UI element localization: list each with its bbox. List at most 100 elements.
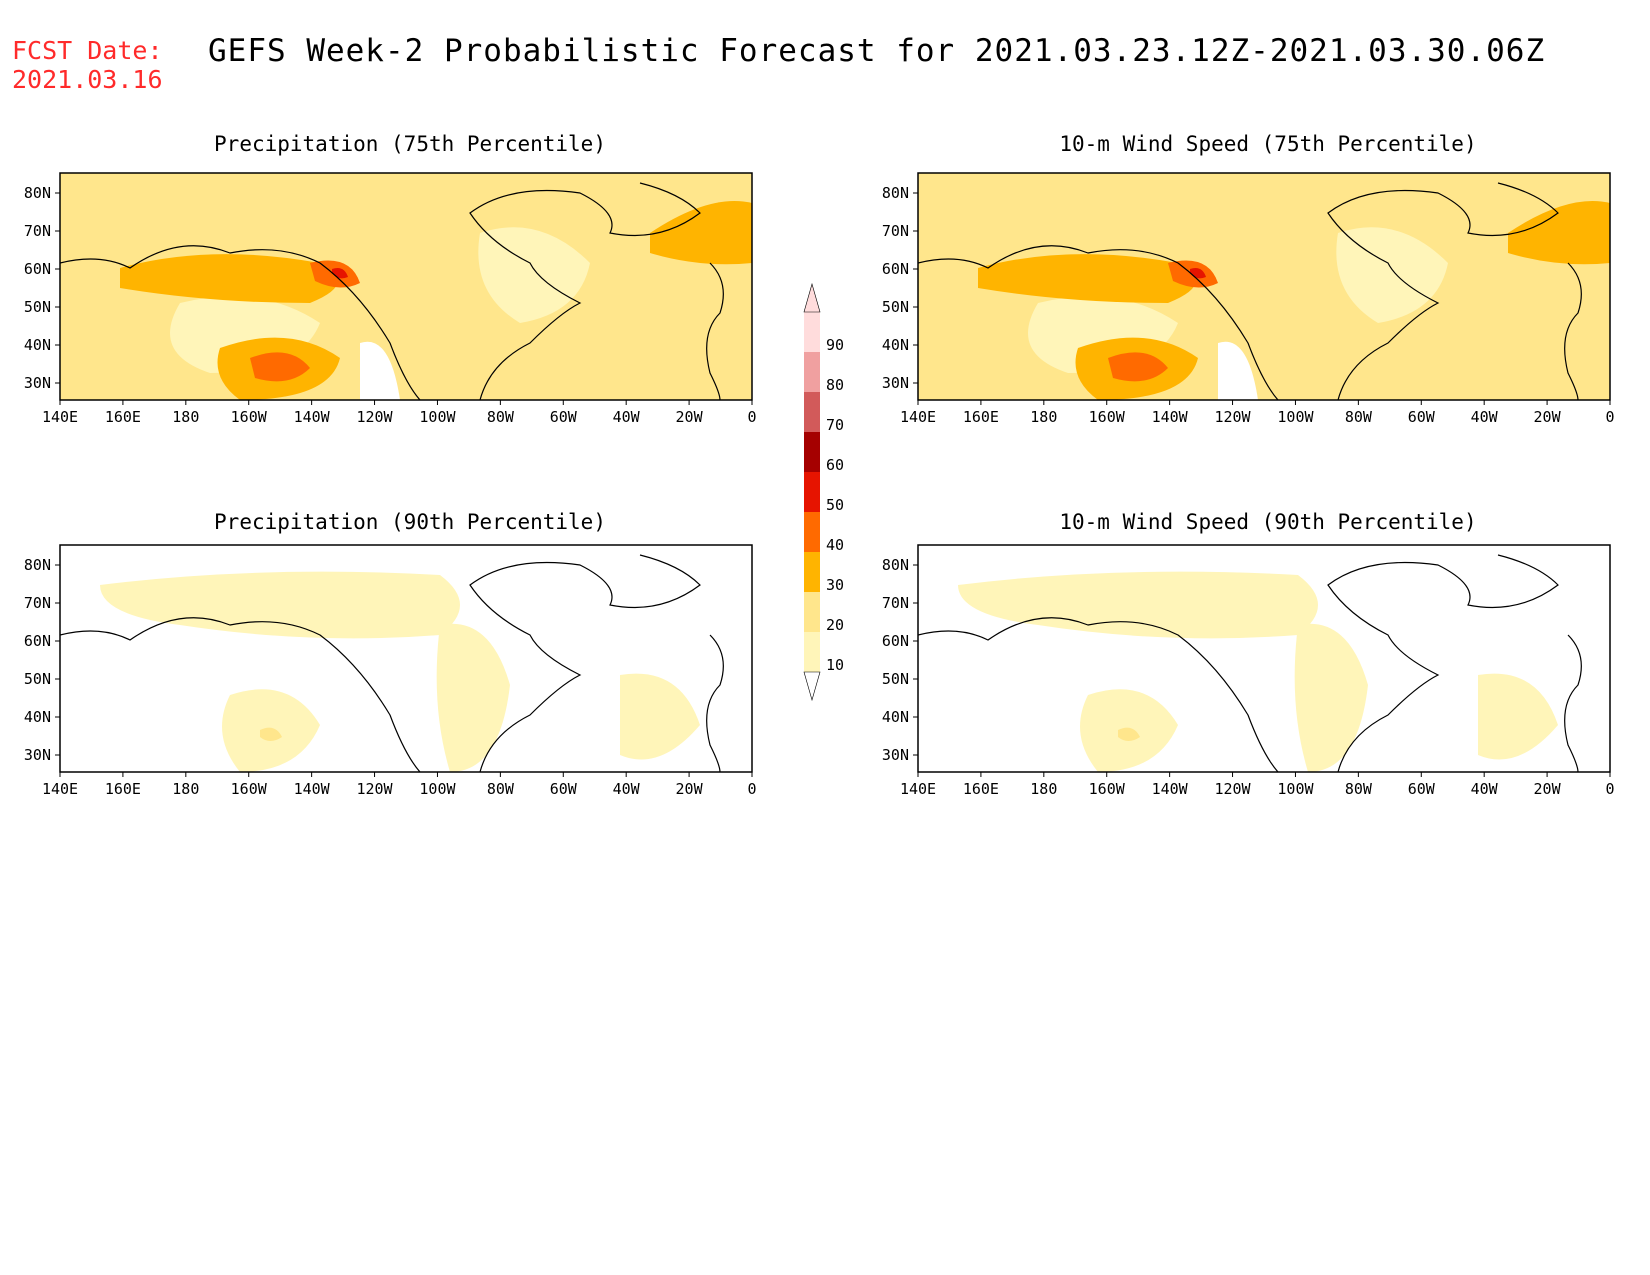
lon-tick-label: 140W <box>294 408 331 426</box>
coastline <box>918 182 1582 400</box>
lon-tick-label: 140W <box>1152 408 1189 426</box>
colorbar-swatch <box>804 312 820 352</box>
contour-region <box>1508 201 1610 265</box>
contour-region <box>360 341 400 400</box>
lon-tick-label: 60W <box>1408 408 1436 426</box>
lat-tick-label: 80N <box>24 556 51 574</box>
lon-tick-label: 120W <box>356 408 393 426</box>
lat-tick-label: 30N <box>24 746 51 764</box>
lon-tick-label: 140E <box>42 408 78 426</box>
lon-tick-label: 60W <box>550 408 578 426</box>
lon-tick-label: 40W <box>613 408 641 426</box>
colorbar-label: 60 <box>826 456 844 474</box>
lat-tick-label: 60N <box>882 260 909 278</box>
colorbar-swatch <box>804 632 820 672</box>
lon-tick-label: 160W <box>231 408 268 426</box>
coastline <box>918 554 1582 772</box>
contour-region <box>1218 341 1258 400</box>
colorbar-swatch <box>804 432 820 472</box>
coastline <box>60 182 724 400</box>
colorbar-swatch <box>804 472 820 512</box>
lon-tick-label: 100W <box>1277 780 1314 798</box>
lat-tick-label: 80N <box>24 184 51 202</box>
coastline <box>60 554 724 772</box>
lat-tick-label: 40N <box>24 708 51 726</box>
map-frame <box>59 172 753 401</box>
map-frame <box>917 172 1611 401</box>
lat-tick-label: 80N <box>882 556 909 574</box>
lon-tick-label: 140W <box>1152 780 1189 798</box>
lat-tick-label: 80N <box>882 184 909 202</box>
colorbar-label: 70 <box>826 416 844 434</box>
lon-tick-label: 20W <box>676 780 704 798</box>
lon-tick-label: 140E <box>900 408 936 426</box>
colorbar-bottom-arrow <box>803 671 821 702</box>
lat-tick-label: 30N <box>882 374 909 392</box>
lon-tick-label: 0 <box>747 780 756 798</box>
colorbar-label: 30 <box>826 576 844 594</box>
colorbar-swatch <box>804 592 820 632</box>
lon-tick-label: 180 <box>1030 780 1057 798</box>
lon-tick-label: 140W <box>294 780 331 798</box>
lon-tick-label: 120W <box>1214 408 1251 426</box>
forecast-date-label: FCST Date: <box>12 36 163 65</box>
colorbar-label: 50 <box>826 496 844 514</box>
contour-region <box>650 201 752 265</box>
colorbar-swatch <box>804 392 820 432</box>
lon-tick-label: 40W <box>1471 408 1499 426</box>
panel-title-precip-75: Precipitation (75th Percentile) <box>214 132 606 156</box>
lon-tick-label: 160E <box>963 780 999 798</box>
lon-tick-label: 120W <box>1214 780 1251 798</box>
lat-tick-label: 60N <box>882 632 909 650</box>
contour-region <box>436 623 510 772</box>
contour-region <box>1336 227 1448 323</box>
lon-tick-label: 160E <box>105 780 141 798</box>
colorbar-swatch <box>804 552 820 592</box>
lat-tick-label: 50N <box>882 298 909 316</box>
lon-tick-label: 80W <box>1345 408 1373 426</box>
contour-region <box>978 254 1196 303</box>
colorbar-swatch <box>804 512 820 552</box>
lon-tick-label: 0 <box>1605 780 1614 798</box>
lon-tick-label: 100W <box>1277 408 1314 426</box>
lon-tick-label: 160E <box>963 408 999 426</box>
colorbar: 10 20 30 40 50 60 70 80 90 <box>803 282 844 702</box>
lon-tick-label: 100W <box>419 408 456 426</box>
contour-region <box>1118 727 1140 741</box>
lat-tick-label: 50N <box>882 670 909 688</box>
contour-region <box>120 254 338 303</box>
lon-tick-label: 20W <box>1534 780 1562 798</box>
lon-tick-label: 60W <box>550 780 578 798</box>
lon-tick-label: 160W <box>231 780 268 798</box>
colorbar-label: 80 <box>826 376 844 394</box>
map-frame <box>917 544 1611 773</box>
lat-tick-label: 40N <box>882 708 909 726</box>
lat-tick-label: 70N <box>882 222 909 240</box>
lon-tick-label: 0 <box>1605 408 1614 426</box>
lat-tick-label: 60N <box>24 260 51 278</box>
lat-tick-label: 30N <box>882 746 909 764</box>
contour-region <box>1108 352 1168 382</box>
contour-region <box>250 352 310 382</box>
map-precip-75: 140E 160E 180 160W 140W 120W 100W 80W 60W 40W 20W 0… <box>24 172 757 426</box>
colorbar-label: 20 <box>826 616 844 634</box>
lon-tick-label: 180 <box>172 780 199 798</box>
lat-tick-label: 30N <box>24 374 51 392</box>
lat-tick-label: 60N <box>24 632 51 650</box>
lon-tick-label: 80W <box>1345 780 1373 798</box>
lon-tick-label: 160W <box>1089 408 1126 426</box>
lon-tick-label: 140E <box>42 780 78 798</box>
lon-tick-label: 120W <box>356 780 393 798</box>
lon-tick-label: 20W <box>676 408 704 426</box>
colorbar-label: 40 <box>826 536 844 554</box>
lon-tick-label: 100W <box>419 780 456 798</box>
lat-tick-label: 40N <box>24 336 51 354</box>
map-frame <box>59 544 753 773</box>
forecast-date-block: FCST Date: 2021.03.16 <box>12 36 163 94</box>
map-wind-75: 140E 160E 180 160W 140W 120W 100W 80W 60W 40W 20W 0… <box>882 172 1615 426</box>
panel-title-wind-75: 10-m Wind Speed (75th Percentile) <box>1059 132 1477 156</box>
colorbar-label: 90 <box>826 336 844 354</box>
colorbar-label: 10 <box>826 656 844 674</box>
contour-region <box>1294 623 1368 772</box>
lon-tick-label: 140E <box>900 780 936 798</box>
